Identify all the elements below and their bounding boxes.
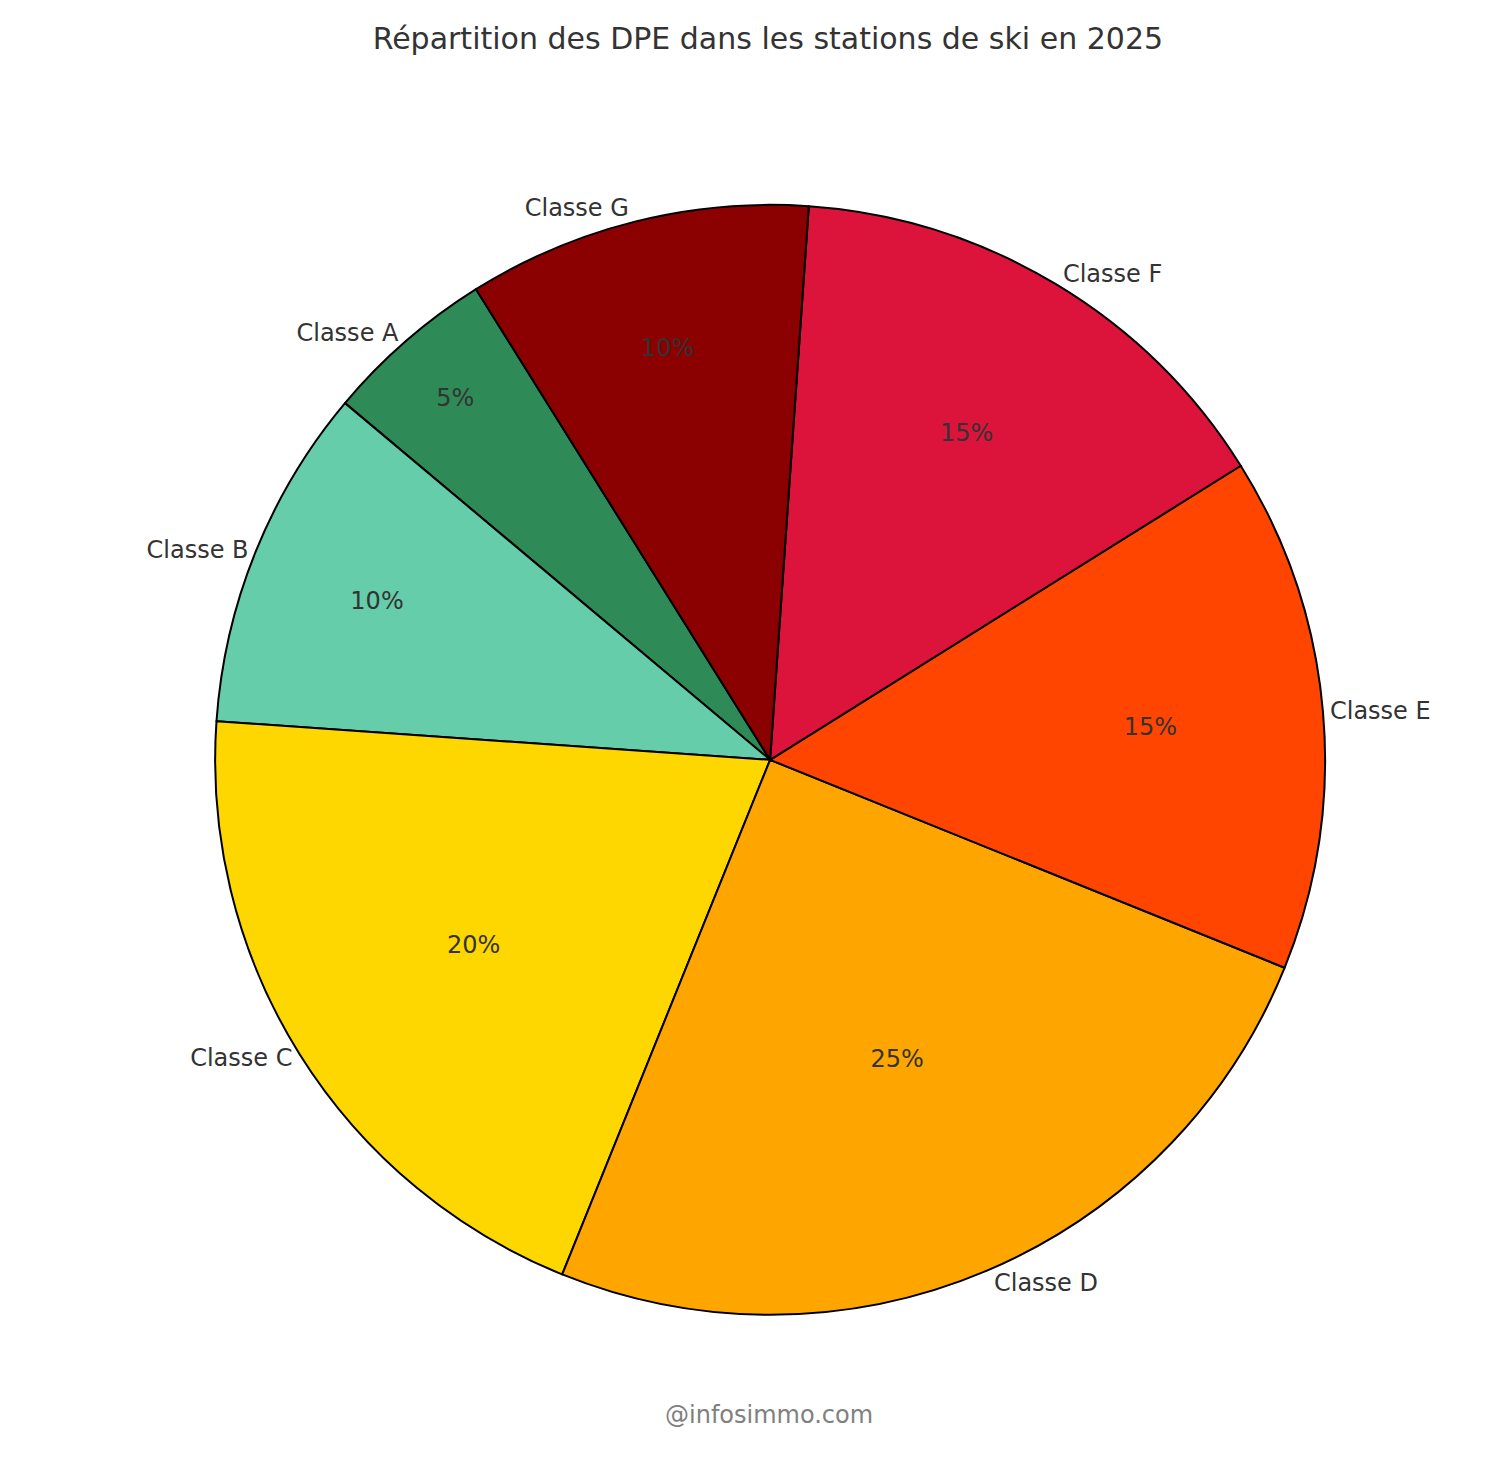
svg-text:15%: 15% bbox=[1124, 713, 1177, 741]
svg-text:Classe G: Classe G bbox=[525, 194, 629, 222]
svg-text:Répartition des DPE dans les s: Répartition des DPE dans les stations de… bbox=[373, 21, 1163, 56]
svg-text:Classe B: Classe B bbox=[147, 536, 249, 564]
svg-text:Classe F: Classe F bbox=[1063, 260, 1162, 288]
svg-text:10%: 10% bbox=[641, 334, 694, 362]
svg-text:20%: 20% bbox=[447, 931, 500, 959]
svg-text:Classe C: Classe C bbox=[190, 1044, 292, 1072]
svg-text:@infosimmo.com: @infosimmo.com bbox=[665, 1401, 873, 1429]
svg-text:Classe A: Classe A bbox=[296, 319, 399, 347]
svg-text:5%: 5% bbox=[436, 384, 474, 412]
svg-text:25%: 25% bbox=[870, 1045, 923, 1073]
svg-text:15%: 15% bbox=[940, 419, 993, 447]
svg-text:Classe D: Classe D bbox=[994, 1269, 1098, 1297]
svg-text:Classe E: Classe E bbox=[1330, 697, 1431, 725]
svg-text:10%: 10% bbox=[350, 587, 403, 615]
